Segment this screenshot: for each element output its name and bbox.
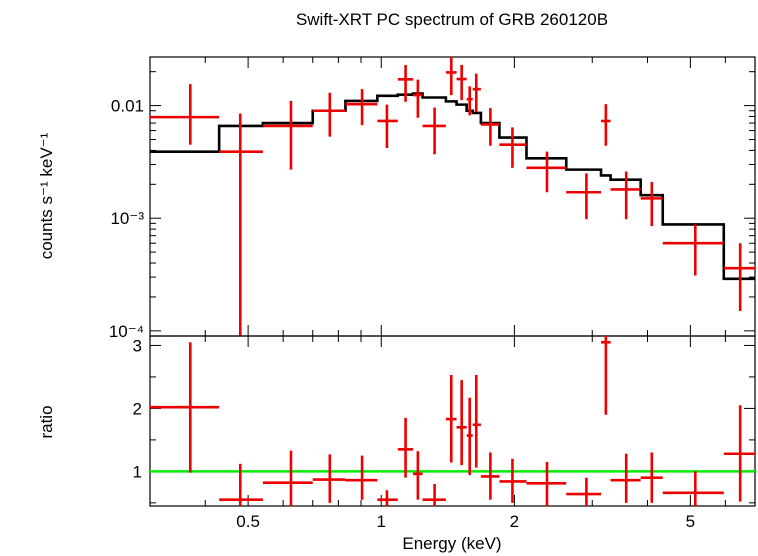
spectrum-data-point bbox=[423, 108, 446, 155]
ratio-data-point bbox=[724, 405, 755, 501]
spectrum-data-point bbox=[377, 105, 397, 148]
ratio-y-tick-label: 2 bbox=[133, 399, 142, 418]
spectrum-data-point bbox=[499, 127, 526, 167]
ratio-data-point bbox=[457, 380, 467, 465]
spectrum-data-point bbox=[457, 65, 467, 100]
ratio-data-point bbox=[398, 418, 413, 478]
ratio-y-tick-label: 1 bbox=[133, 462, 142, 481]
spectrum-data-point bbox=[446, 57, 457, 95]
spectrum-data-point bbox=[345, 89, 377, 125]
ratio-data-point bbox=[263, 451, 313, 506]
spectrum-y-tick-label: 0.01 bbox=[111, 97, 144, 116]
spectrum-data-point bbox=[663, 224, 724, 275]
ratio-data-point bbox=[481, 452, 500, 499]
ratio-data-point bbox=[641, 452, 663, 502]
spectrum-panel: 10⁻⁴10⁻³0.01 bbox=[109, 57, 755, 341]
spectrum-data-point bbox=[219, 114, 263, 336]
x-tick-label: 0.5 bbox=[236, 512, 260, 531]
spectrum-y-axis-label: counts s⁻¹ keV⁻¹ bbox=[37, 132, 56, 259]
x-tick-label: 5 bbox=[686, 512, 695, 531]
spectrum-data-point bbox=[313, 93, 346, 137]
ratio-data-point bbox=[611, 454, 641, 503]
ratio-data-point bbox=[526, 462, 566, 506]
chart-title: Swift-XRT PC spectrum of GRB 260120B bbox=[296, 10, 608, 29]
spectrum-data-point bbox=[601, 104, 611, 146]
ratio-data-point bbox=[663, 471, 724, 506]
x-tick-label: 1 bbox=[377, 512, 386, 531]
spectrum-data-point bbox=[566, 173, 601, 219]
spectrum-data-point bbox=[263, 101, 313, 170]
x-tick-label: 2 bbox=[510, 512, 519, 531]
spectrum-data-point bbox=[150, 84, 219, 144]
ratio-data-point bbox=[377, 490, 397, 506]
ratio-data-point bbox=[313, 454, 346, 502]
ratio-data-point bbox=[413, 451, 423, 499]
ratio-data-point bbox=[566, 478, 601, 506]
ratio-panel: 1 2 3 0.5 1 2 5 bbox=[133, 336, 755, 531]
ratio-data-point bbox=[473, 375, 481, 468]
ratio-data-point bbox=[601, 336, 611, 415]
spectrum-data-point bbox=[398, 65, 413, 102]
spectrum-data-point bbox=[481, 108, 500, 146]
ratio-data-point bbox=[499, 459, 526, 503]
ratio-data-point bbox=[446, 375, 457, 463]
ratio-data-point bbox=[467, 398, 473, 475]
ratio-data-point bbox=[423, 484, 446, 506]
spectrum-data-point bbox=[473, 74, 481, 112]
ratio-data-point bbox=[345, 456, 377, 500]
ratio-data-point bbox=[150, 342, 219, 472]
x-axis-label: Energy (keV) bbox=[402, 534, 501, 553]
ratio-y-axis-label: ratio bbox=[37, 405, 56, 438]
spectrum-y-tick-label: 10⁻³ bbox=[110, 209, 144, 228]
spectrum-data-point bbox=[413, 80, 423, 118]
ratio-y-tick-label: 3 bbox=[133, 336, 142, 355]
spectrum-data-point bbox=[641, 182, 663, 226]
